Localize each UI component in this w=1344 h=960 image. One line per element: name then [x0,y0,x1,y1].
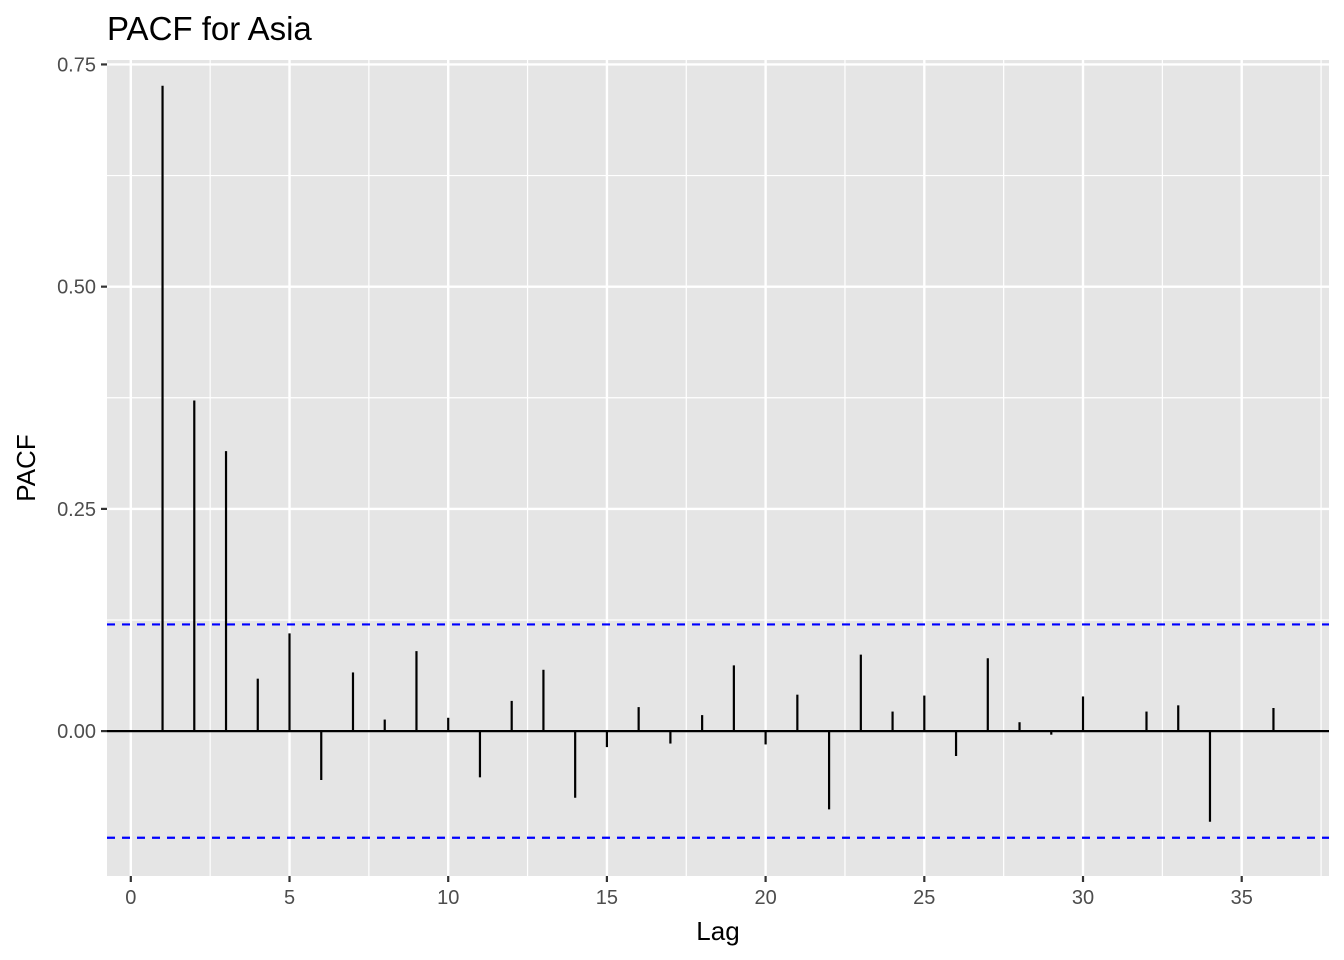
pacf-bars [161,85,1275,822]
x-tick-label: 35 [1231,887,1253,909]
y-axis-title: PACF [11,434,41,501]
chart-title: PACF for Asia [107,10,312,47]
x-tick-label: 5 [284,887,295,909]
x-tick-label: 25 [913,887,935,909]
plot-panel [107,60,1329,876]
y-tick-label: 0.00 [57,721,96,743]
x-tick-label: 10 [437,887,459,909]
y-tick-label: 0.25 [57,499,96,521]
y-tick-label: 0.50 [57,277,96,299]
x-tick-label: 0 [125,887,136,909]
x-tick-label: 30 [1072,887,1094,909]
minor-grid [107,60,1329,876]
y-axis: 0.00 0.25 0.50 0.75 [57,54,107,743]
x-tick-label: 15 [596,887,618,909]
x-axis-title: Lag [696,916,739,946]
y-tick-label: 0.75 [57,54,96,76]
x-axis: 0 5 10 15 20 25 30 35 [125,876,1253,909]
x-tick-label: 20 [754,887,776,909]
